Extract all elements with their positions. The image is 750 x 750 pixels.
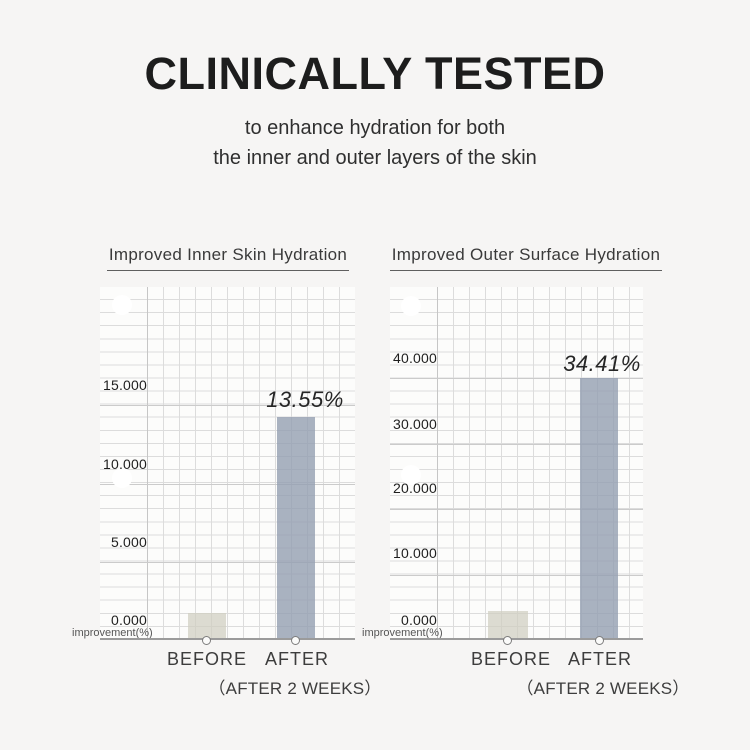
punch-hole — [401, 465, 421, 485]
major-gridline — [100, 405, 355, 406]
y-tick-label: 10.000 — [392, 545, 437, 561]
x-label-after: AFTER — [264, 649, 329, 669]
bar-after — [580, 378, 618, 639]
y-tick-label: 0.000 — [110, 612, 147, 628]
x-label-after-note: （AFTER 2 WEEKS） — [516, 679, 690, 698]
chart-title-wrap-outer: Improved Outer Surface Hydration — [360, 245, 692, 271]
y-axis-unit-label: improvement(%) — [72, 627, 153, 639]
y-tick-label: 40.000 — [392, 350, 437, 366]
chart-title-wrap-inner: Improved Inner Skin Hydration — [70, 245, 386, 271]
value-label-after: 13.55% — [266, 387, 344, 412]
chart-outer-surface-hydration: 40.000 30.000 20.000 10.000 0.000 improv… — [362, 287, 643, 645]
y-tick-label: 15.000 — [102, 377, 147, 393]
major-gridline — [390, 378, 643, 379]
major-gridline — [100, 484, 355, 485]
y-axis-unit-label: improvement(%) — [362, 627, 443, 639]
subtitle-line-1: to enhance hydration for both — [244, 117, 506, 139]
x-axis-line — [100, 638, 355, 640]
punch-hole — [112, 295, 132, 315]
chart-inner-skin-hydration: 15.000 10.000 5.000 0.000 improvement(%)… — [72, 287, 355, 645]
axis-marker-before — [202, 636, 211, 645]
page-title: CLINICALLY TESTED — [144, 48, 606, 99]
y-tick-label: 20.000 — [392, 480, 437, 496]
y-tick-label: 5.000 — [110, 534, 147, 550]
bar-before — [188, 613, 226, 639]
value-label-after: 34.41% — [563, 351, 641, 376]
major-gridline — [390, 509, 643, 510]
chart-title-inner-skin-hydration: Improved Inner Skin Hydration — [106, 245, 350, 271]
axis-marker-before — [503, 636, 512, 645]
y-tick-label: 30.000 — [392, 416, 437, 432]
page-subtitle: to enhance hydration for both the inner … — [0, 113, 750, 173]
chart-title-outer-surface-hydration: Improved Outer Surface Hydration — [389, 245, 663, 271]
bar-before — [488, 611, 528, 639]
major-gridline — [390, 444, 643, 445]
punch-hole — [401, 296, 421, 316]
axis-marker-after — [291, 636, 300, 645]
x-axis-line — [390, 638, 643, 640]
subtitle-line-2: the inner and outer layers of the skin — [213, 147, 537, 169]
x-label-after-note: （AFTER 2 WEEKS） — [208, 679, 382, 698]
major-gridline — [100, 562, 355, 563]
x-label-before: BEFORE — [470, 649, 551, 669]
major-gridline — [390, 575, 643, 576]
axis-marker-after — [595, 636, 604, 645]
x-label-after: AFTER — [567, 649, 632, 669]
y-tick-label: 10.000 — [102, 456, 147, 472]
y-tick-label: 0.000 — [400, 612, 437, 628]
bar-after — [277, 417, 315, 639]
x-label-before: BEFORE — [166, 649, 247, 669]
punch-hole — [112, 468, 132, 488]
grid-vertical-lines — [147, 287, 355, 640]
